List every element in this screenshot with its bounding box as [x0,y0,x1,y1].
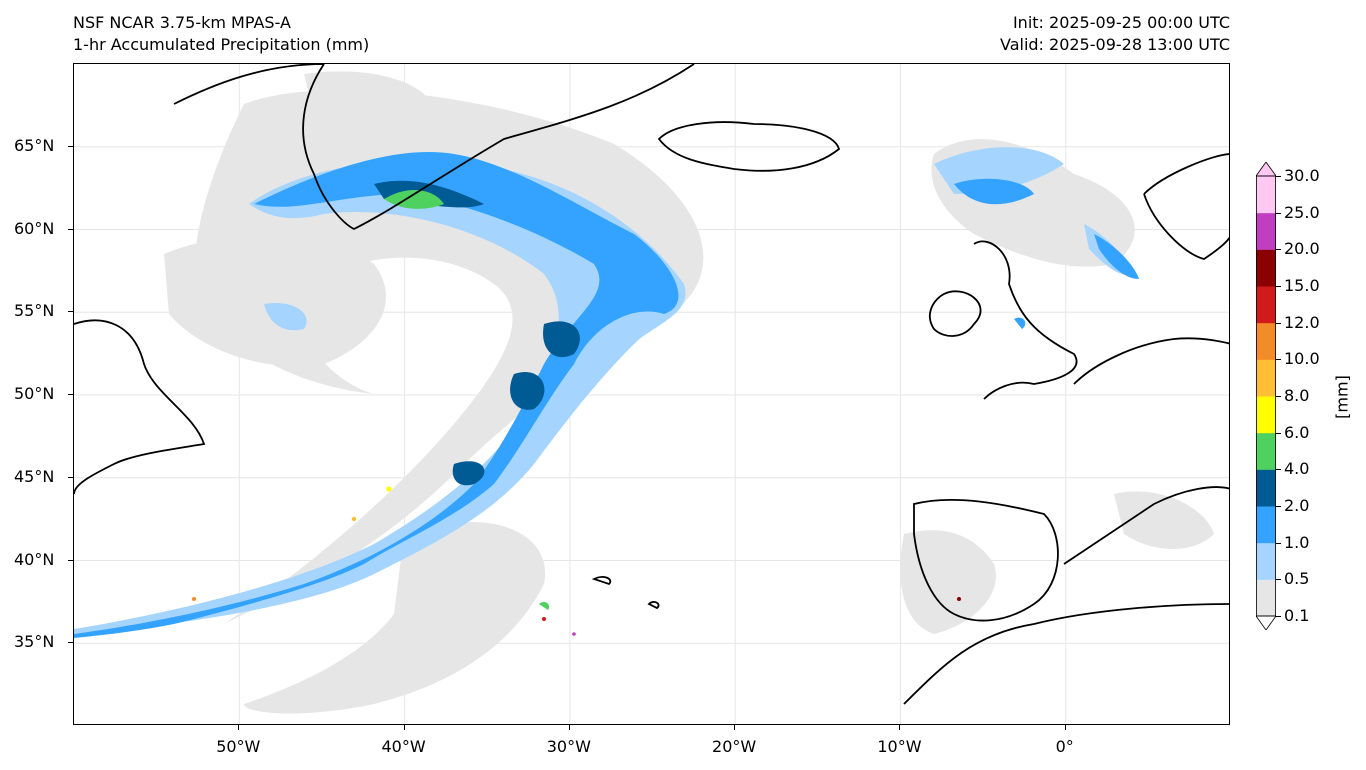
precip-field [74,71,1214,714]
colorbar-segment [1256,469,1276,507]
colorbar-segment [1256,286,1276,324]
lon-tick [734,725,736,730]
lon-tick [899,725,901,730]
title-block: NSF NCAR 3.75-km MPAS-A 1-hr Accumulated… [73,12,369,56]
map-frame [73,63,1230,725]
lon-tick-label: 10°W [877,737,922,756]
colorbar-extend-max [1256,162,1276,177]
lat-tick [68,559,73,561]
lat-tick-label: 35°N [14,632,55,652]
colorbar-tick [1276,249,1281,251]
colorbar-level-label: 30.0 [1284,166,1320,185]
lon-tick-label: 30°W [546,737,591,756]
colorbar-outline [1256,175,1276,617]
colorbar-tick [1276,542,1281,544]
colorbar-level-label: 0.1 [1284,606,1310,625]
lon-tick [238,725,240,730]
lat-tick [68,228,73,230]
colorbar-level-label: 15.0 [1284,276,1320,295]
colorbar-level-label: 6.0 [1284,422,1310,442]
colorbar-tick [1276,359,1281,361]
lon-tick [568,725,570,730]
colorbar-level-label: 0.5 [1284,569,1310,589]
field-title: 1-hr Accumulated Precipitation (mm) [73,35,370,54]
lat-tick-label: 40°N [14,549,55,569]
colorbar-level-label: 2.0 [1284,496,1310,515]
lat-tick-label: 55°N [14,301,55,321]
lat-tick [68,394,73,395]
lat-tick [68,311,73,313]
colorbar-tick [1276,616,1281,617]
colorbar-tick [1276,396,1281,397]
precip-1mm [74,152,1139,638]
colorbar-segment [1256,396,1276,434]
lat-tick-label: 65°N [14,135,55,155]
lat-tick-label: 60°N [14,218,55,238]
lon-tick [403,725,405,730]
colorbar-tick [1276,212,1281,214]
colorbar-segment [1256,249,1276,287]
colorbar-tick [1276,469,1281,471]
lat-tick-label: 45°N [14,466,55,486]
colorbar-extend-min [1256,615,1276,630]
lat-tick [68,642,73,644]
colorbar-segment [1256,432,1276,470]
init-time: Init: 2025-09-25 00:00 UTC [1012,13,1230,32]
lon-tick-label: 20°W [712,737,757,756]
valid-time: Valid: 2025-09-28 13:00 UTC [999,35,1230,54]
colorbar-tick [1276,506,1281,507]
lat-tick [68,476,73,478]
lat-tick [68,145,73,147]
colorbar-tick [1276,432,1281,434]
colorbar-level-label: 20.0 [1284,239,1320,259]
model-title: NSF NCAR 3.75-km MPAS-A [73,13,291,32]
colorbar-level-label: 4.0 [1284,459,1310,479]
lat-tick-label: 50°N [14,384,55,403]
colorbar-level-label: 12.0 [1284,312,1320,332]
colorbar-segment [1256,506,1276,544]
colorbar-segment [1256,542,1276,580]
colorbar-segment [1256,212,1276,250]
colorbar-segment [1256,359,1276,397]
colorbar-tick [1276,286,1281,287]
colorbar [1256,162,1276,630]
lon-tick-label: 40°W [381,737,426,756]
colorbar-level-label: 8.0 [1284,386,1310,405]
lon-tick-label: 0° [1055,737,1074,756]
colorbar-segment [1256,579,1276,617]
colorbar-level-label: 25.0 [1284,202,1320,222]
precip-map [74,64,1229,724]
colorbar-level-label: 1.0 [1284,532,1310,552]
colorbar-tick [1276,322,1281,324]
colorbar-tick [1276,176,1281,177]
precip-6mm-plus [192,486,961,636]
colorbar-tick [1276,579,1281,581]
colorbar-segment [1256,322,1276,360]
colorbar-segment [1256,176,1276,214]
lon-tick [1064,725,1066,730]
colorbar-unit: [mm] [1332,375,1352,419]
lon-tick-label: 50°W [216,737,261,756]
colorbar-level-label: 10.0 [1284,349,1320,369]
time-block: Init: 2025-09-25 00:00 UTC Valid: 2025-0… [1000,12,1230,56]
coastlines [74,64,1229,705]
